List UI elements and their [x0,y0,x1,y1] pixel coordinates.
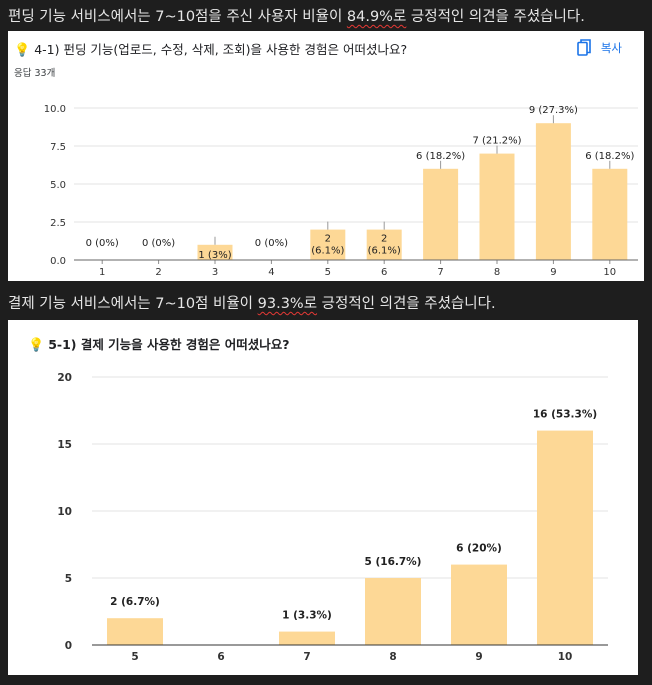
payment-bar [107,618,163,645]
funding-question-text: 4-1) 펀딩 기능(업로드, 수정, 삭제, 조회)을 사용한 경험은 어떠셨… [34,42,408,57]
funding-x-tick: 2 [155,267,161,278]
funding-data-label: (6.1%) [368,246,401,257]
funding-data-label: 6 (18.2%) [416,151,465,162]
copy-button[interactable]: 복사 [577,39,622,56]
payment-x-tick: 8 [389,651,396,663]
payment-x-tick: 9 [475,651,482,663]
funding-x-tick: 8 [494,267,500,278]
payment-data-label: 5 (16.7%) [365,556,422,568]
payment-data-label: 2 (6.7%) [110,596,160,608]
funding-question-title: 💡 4-1) 펀딩 기능(업로드, 수정, 삭제, 조회)을 사용한 경험은 어떠… [14,39,407,58]
funding-question-card: 💡 4-1) 펀딩 기능(업로드, 수정, 삭제, 조회)을 사용한 경험은 어떠… [8,31,644,281]
response-count: 응답 33개 [14,68,56,79]
heading-payment-summary: 결제 기능 서비스에서는 7~10점 비율이 93.3%로 긍정적인 의견을 주… [8,292,496,313]
copy-icon [577,39,591,56]
funding-bar [310,229,346,260]
funding-data-label: 0 (0%) [255,238,288,249]
funding-bar [197,244,233,260]
payment-bar [365,578,421,645]
funding-bar [366,229,402,260]
payment-x-tick: 6 [217,651,224,663]
payment-y-tick: 20 [57,372,72,384]
payment-question-card: 💡 5-1) 결제 기능을 사용한 경험은 어떠셨나요? 0 5 10 15 20 5 2 (… [8,320,638,675]
funding-x-tick: 5 [325,267,331,278]
payment-data-label: 16 (53.3%) [533,409,597,421]
funding-y-tick: 7.5 [50,142,66,153]
funding-y-tick: 2.5 [50,218,66,229]
funding-data-label: 6 (18.2%) [585,151,634,162]
heading-funding-summary: 편딩 기능 서비스에서는 7~10점을 주신 사용자 비율이 84.9%로 긍정… [8,5,585,26]
payment-score-chart: 0 5 10 15 20 5 2 (6.7%) 6 7 1 (3.3%) 8 5 (16.7%) 9 6 … [57,372,608,663]
payment-bar [537,430,593,645]
heading-funding-text-b: 긍정적인 의견을 주셨습니다. [406,9,585,25]
payment-y-tick: 0 [65,640,72,652]
funding-x-tick: 1 [99,267,105,278]
funding-data-label: 1 (3%) [198,250,231,261]
payment-x-tick: 5 [131,651,138,663]
funding-data-label: 9 (27.3%) [529,105,578,116]
funding-x-tick: 9 [550,267,556,278]
payment-x-tick: 10 [558,651,573,663]
funding-score-chart: 0.0 2.5 5.0 7.5 10.0 1 0 (0%) 2 0 (0%) 3 1 (3%) 4 0 … [44,104,638,278]
payment-question-title: 💡 5-1) 결제 기능을 사용한 경험은 어떠셨나요? [28,334,290,353]
funding-bar [423,168,459,260]
funding-x-tick: 10 [603,267,616,278]
payment-question-text: 5-1) 결제 기능을 사용한 경험은 어떠셨나요? [48,337,290,352]
heading-funding-text-a: 편딩 기능 서비스에서는 7~10점을 주신 사용자 비율이 [8,9,347,25]
funding-x-tick: 6 [381,267,387,278]
funding-x-tick: 3 [212,267,218,278]
heading-payment-highlight: 93.3%로 [257,296,318,312]
payment-x-tick: 7 [303,651,310,663]
funding-x-tick: 4 [268,267,274,278]
payment-bar [279,631,335,645]
funding-y-tick: 5.0 [50,180,66,191]
heading-funding-highlight: 84.9%로 [346,9,407,25]
payment-y-tick: 15 [57,439,72,451]
funding-y-tick: 0.0 [50,256,66,267]
funding-data-label: 2 [325,234,331,245]
payment-data-label: 1 (3.3%) [282,610,332,622]
funding-data-label: 7 (21.2%) [472,136,521,147]
funding-x-tick: 7 [437,267,443,278]
heading-payment-text-a: 결제 기능 서비스에서는 7~10점 비율이 [8,296,258,312]
funding-bar [479,153,515,260]
heading-payment-text-b: 긍정적인 의견을 주셨습니다. [317,296,496,312]
funding-bar [535,123,571,260]
payment-data-label: 6 (20%) [456,543,502,555]
payment-y-tick: 5 [65,573,72,585]
copy-button-label: 복사 [600,40,622,55]
funding-data-label: 2 [381,234,387,245]
lightbulb-icon: 💡 [28,338,45,353]
funding-data-label: (6.1%) [311,246,344,257]
funding-data-label: 0 (0%) [142,238,175,249]
payment-bar [451,564,507,645]
lightbulb-icon: 💡 [14,43,31,58]
funding-data-label: 0 (0%) [86,238,119,249]
payment-y-tick: 10 [57,506,72,518]
funding-bar [592,168,628,260]
funding-y-tick: 10.0 [44,104,66,115]
